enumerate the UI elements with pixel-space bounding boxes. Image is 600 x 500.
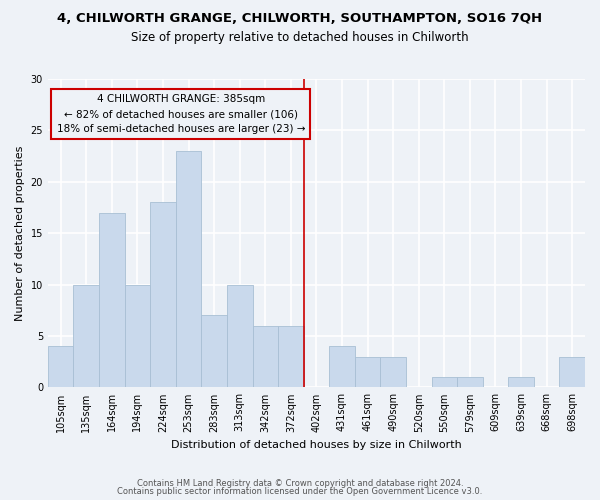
X-axis label: Distribution of detached houses by size in Chilworth: Distribution of detached houses by size … (171, 440, 462, 450)
Bar (559, 356, 585, 388)
Bar (202, 316, 227, 388)
Bar (73, 284, 99, 388)
Text: Size of property relative to detached houses in Chilworth: Size of property relative to detached ho… (131, 32, 469, 44)
Text: Contains HM Land Registry data © Crown copyright and database right 2024.: Contains HM Land Registry data © Crown c… (137, 478, 463, 488)
Bar (329, 346, 355, 388)
Bar (125, 284, 150, 388)
Bar (176, 151, 202, 388)
Bar (278, 326, 304, 388)
Bar (380, 356, 406, 388)
Bar (508, 377, 534, 388)
Text: Contains public sector information licensed under the Open Government Licence v3: Contains public sector information licen… (118, 487, 482, 496)
Bar (457, 377, 482, 388)
Bar (48, 346, 73, 388)
Bar (227, 284, 253, 388)
Text: 4, CHILWORTH GRANGE, CHILWORTH, SOUTHAMPTON, SO16 7QH: 4, CHILWORTH GRANGE, CHILWORTH, SOUTHAMP… (58, 12, 542, 26)
Bar (99, 212, 125, 388)
Bar (431, 377, 457, 388)
Y-axis label: Number of detached properties: Number of detached properties (15, 146, 25, 321)
Text: 4 CHILWORTH GRANGE: 385sqm
← 82% of detached houses are smaller (106)
18% of sem: 4 CHILWORTH GRANGE: 385sqm ← 82% of deta… (56, 94, 305, 134)
Bar (355, 356, 380, 388)
Bar (253, 326, 278, 388)
Bar (150, 202, 176, 388)
